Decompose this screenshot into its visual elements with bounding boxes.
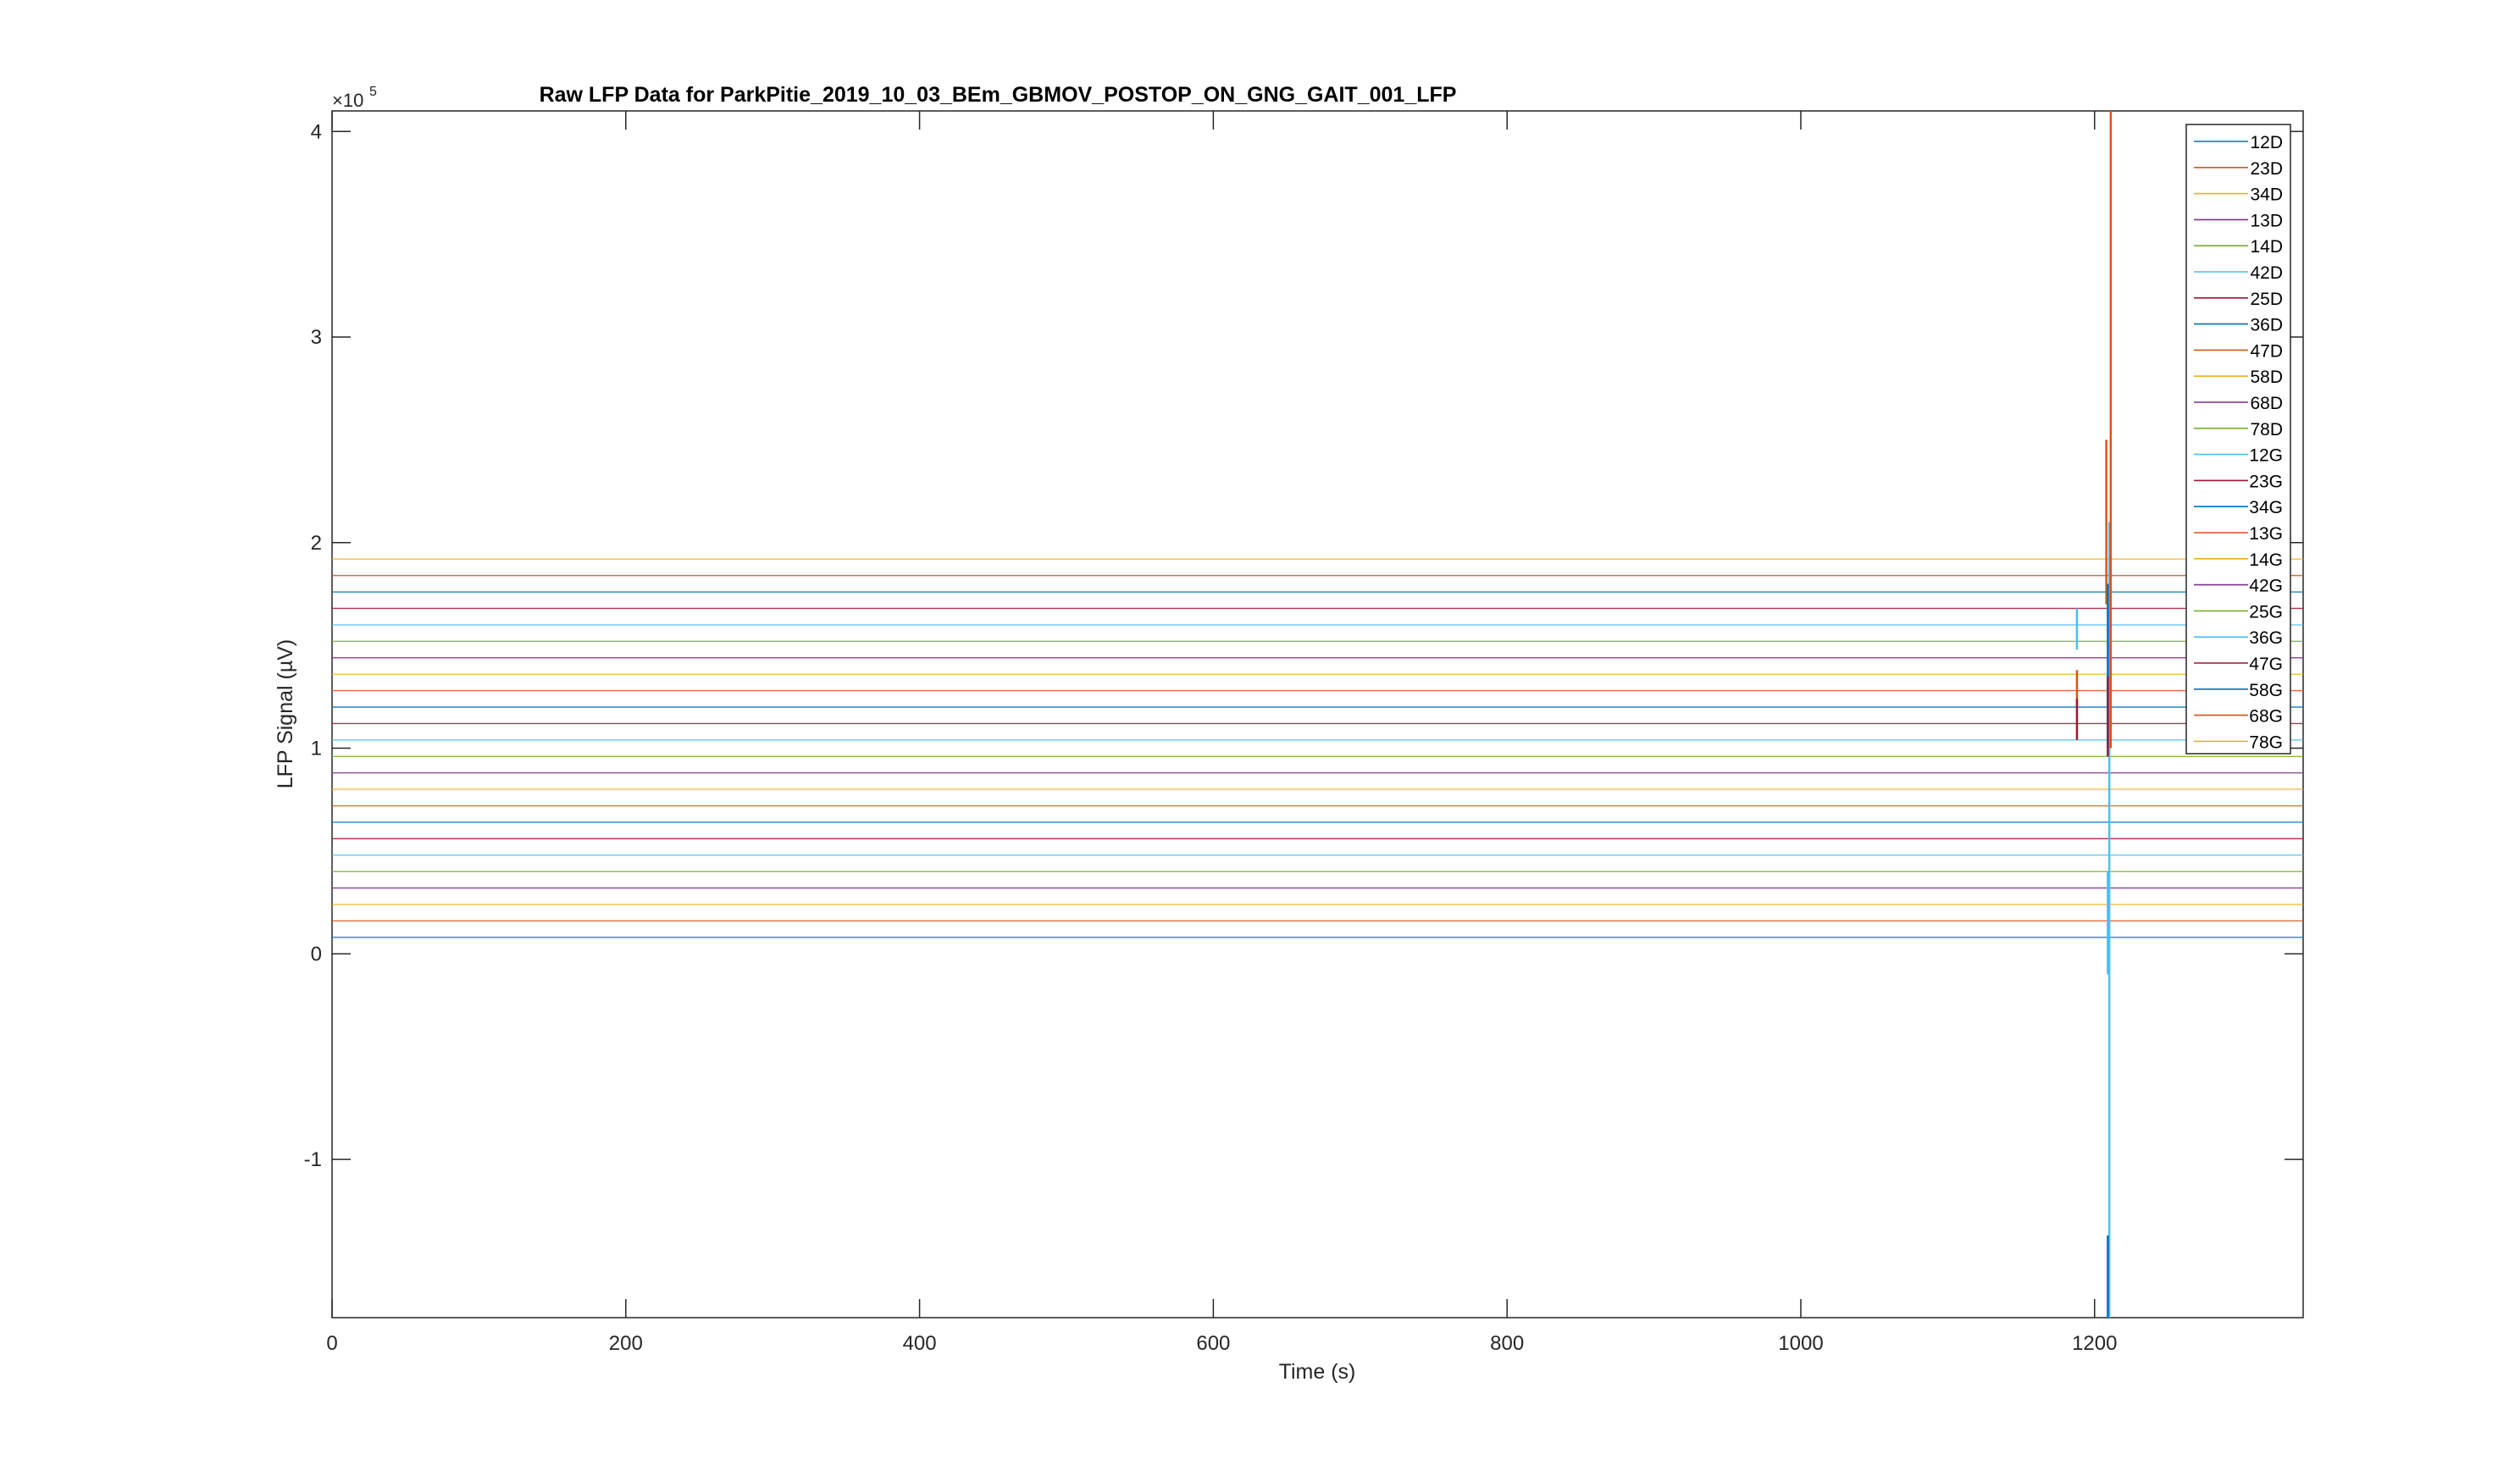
legend-label-78d: 78D [2250, 420, 2283, 440]
legend-label-36d: 36D [2250, 316, 2283, 335]
legend-box [2185, 124, 2291, 755]
x-tick-label: 1200 [2072, 1332, 2117, 1355]
legend-label-68d: 68D [2250, 394, 2283, 413]
legend-label-14g: 14G [2249, 550, 2283, 570]
legend-label-42d: 42D [2250, 263, 2283, 283]
legend-label-58d: 58D [2250, 368, 2283, 387]
x-tick-label: 200 [609, 1332, 643, 1355]
legend-label-58g: 58G [2249, 681, 2283, 700]
legend-label-13g: 13G [2249, 524, 2283, 544]
legend-label-23g: 23G [2249, 472, 2283, 491]
legend-label-13d: 13D [2250, 211, 2283, 230]
legend-label-25d: 25D [2250, 290, 2283, 309]
legend-label-23d: 23D [2250, 159, 2283, 179]
series-layer [332, 558, 2303, 938]
artifact-layer [2075, 111, 2113, 1318]
legend-label-42g: 42G [2249, 577, 2283, 596]
x-tick-label: 800 [1490, 1332, 1524, 1355]
x-axis-label: Time (s) [1279, 1360, 1356, 1384]
y-axis-exponent-base: ×10 [332, 90, 363, 111]
legend-items: 12D 23D 34D 13D 14D 42D 25D 36D 47D 58D 68D 78D 12G 2… [2194, 133, 2283, 752]
legend-label-25g: 25G [2249, 602, 2283, 622]
legend-label-12g: 12G [2249, 446, 2283, 466]
y-tick-label: 2 [311, 532, 322, 555]
y-tick-label: 0 [311, 943, 322, 965]
y-tick-label: 4 [311, 120, 322, 143]
legend-label-34g: 34G [2249, 498, 2283, 517]
legend-label-34d: 34D [2250, 185, 2283, 205]
y-tick-label: 1 [311, 738, 322, 760]
legend-label-12d: 12D [2250, 133, 2283, 152]
legend-label-47d: 47D [2250, 341, 2283, 361]
x-tick-label: 1000 [1778, 1332, 1823, 1355]
legend-label-14d: 14D [2250, 237, 2283, 257]
plot-area [331, 110, 2304, 1318]
chart-title: Raw LFP Data for ParkPitie_2019_10_03_BE… [540, 83, 1457, 107]
x-tick-label: 600 [1196, 1332, 1230, 1355]
legend: 12D 23D 34D 13D 14D 42D 25D 36D 47D 58D 68D 78D 12G 2… [2185, 124, 2291, 755]
legend-label-68g: 68G [2249, 707, 2283, 727]
x-axis-ticks: 0 200 400 600 800 1000 1200 [326, 111, 2117, 1355]
x-tick-label: 400 [903, 1332, 937, 1355]
y-axis-label: LFP Signal (µV) [274, 639, 297, 789]
axes-box [331, 110, 2304, 1318]
y-axis-exponent-power: 5 [369, 85, 377, 99]
legend-label-47g: 47G [2249, 655, 2283, 674]
y-tick-label: -1 [304, 1148, 322, 1171]
legend-label-78g: 78G [2249, 732, 2283, 752]
legend-label-36g: 36G [2249, 628, 2283, 648]
x-tick-label: 0 [326, 1332, 337, 1355]
y-tick-label: 3 [311, 326, 322, 349]
